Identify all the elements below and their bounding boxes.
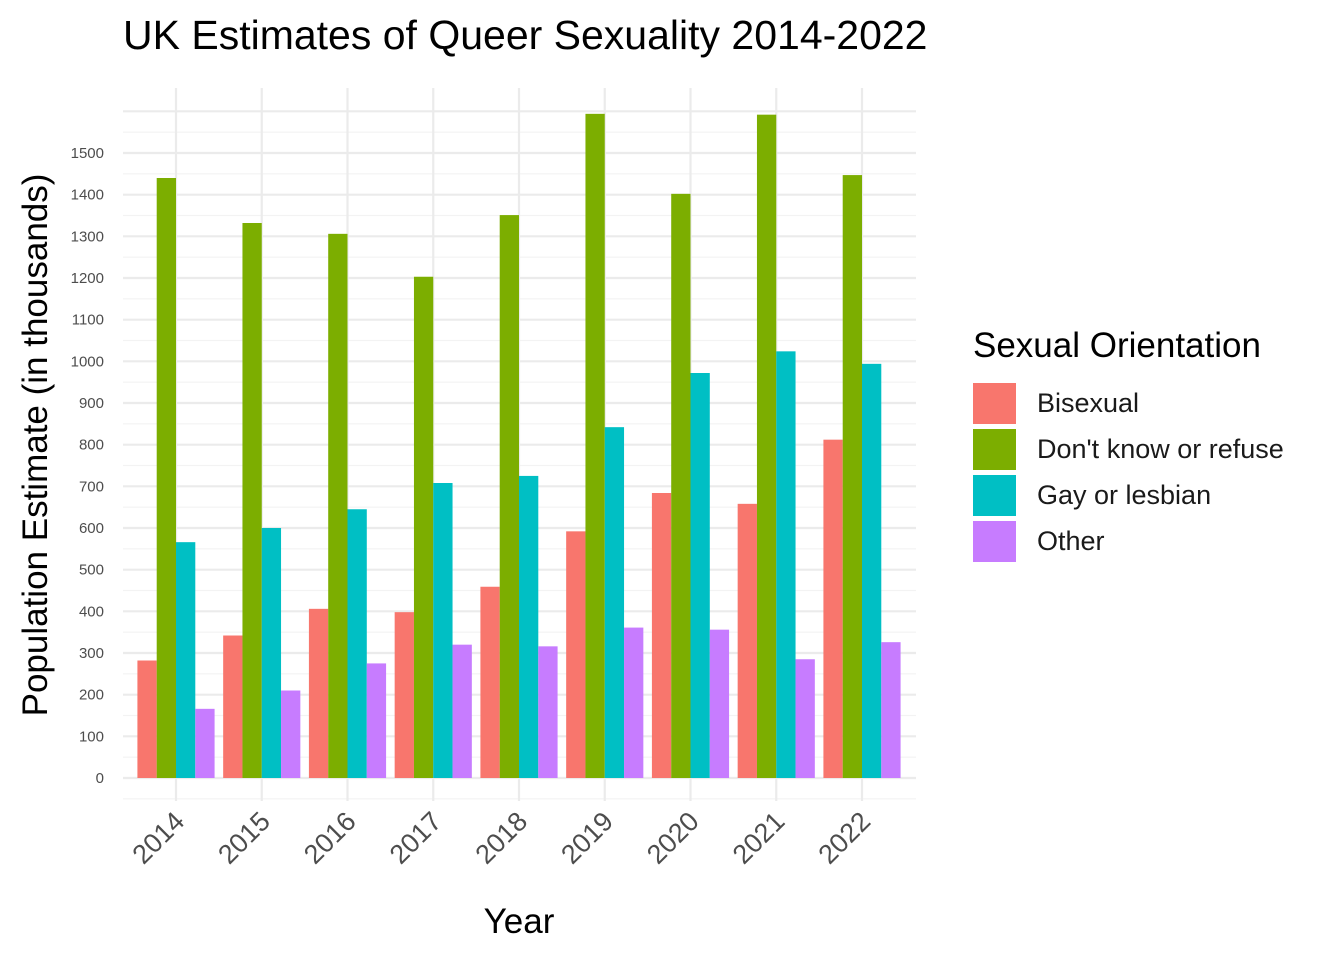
legend-label: Other <box>1037 525 1105 556</box>
bar-gay-or-lesbian-2015 <box>261 528 282 778</box>
y-tick-label: 800 <box>79 437 104 454</box>
bar-don-t-know-or-refuse-2014 <box>156 178 176 778</box>
y-tick-label: 1000 <box>71 353 104 370</box>
bar-gay-or-lesbian-2018 <box>519 475 539 778</box>
bar-gay-or-lesbian-2014 <box>176 542 196 778</box>
bar-bisexual-2018 <box>480 586 500 778</box>
x-tick-label: 2021 <box>727 806 791 870</box>
x-tick-label: 2015 <box>212 806 276 870</box>
bar-don-t-know-or-refuse-2022 <box>842 175 862 779</box>
bar-other-2019 <box>624 627 644 778</box>
bar-don-t-know-or-refuse-2021 <box>756 114 777 778</box>
bar-other-2018 <box>538 646 558 778</box>
bar-don-t-know-or-refuse-2020 <box>671 193 691 779</box>
bar-other-2014 <box>195 708 215 778</box>
legend-item: Don't know or refuse <box>973 426 1284 472</box>
chart-title: UK Estimates of Queer Sexuality 2014-202… <box>123 12 928 58</box>
y-tick-label: 1500 <box>71 145 104 162</box>
bar-other-2015 <box>281 690 301 778</box>
x-axis-ticks: 2014 2015 2016 2017 2018 2019 2020 2021 2022 <box>127 806 877 870</box>
y-tick-label: 200 <box>79 687 104 704</box>
y-tick-label: 1200 <box>71 270 104 287</box>
y-tick-label: 400 <box>79 603 104 620</box>
x-tick-label: 2016 <box>298 806 362 870</box>
legend-swatch <box>973 520 1016 562</box>
x-tick-label: 2020 <box>641 806 705 870</box>
bar-bisexual-2017 <box>394 612 414 778</box>
y-tick-label: 600 <box>79 520 104 537</box>
y-tick-label: 900 <box>79 395 104 412</box>
bar-gay-or-lesbian-2022 <box>862 363 882 778</box>
legend-swatch <box>973 428 1016 470</box>
y-tick-label: 100 <box>79 728 104 745</box>
legend-label: Bisexual <box>1037 387 1140 418</box>
x-tick-label: 2022 <box>813 806 877 870</box>
bar-gay-or-lesbian-2016 <box>347 509 367 778</box>
legend-title: Sexual Orientation <box>973 326 1261 365</box>
y-tick-label: 500 <box>79 562 104 579</box>
legend-swatch <box>973 474 1016 516</box>
bar-gay-or-lesbian-2021 <box>776 351 796 778</box>
legend-item: Bisexual <box>973 380 1284 426</box>
legend-item: Other <box>973 518 1284 564</box>
bar-bisexual-2019 <box>566 531 586 778</box>
y-tick-label: 1300 <box>71 228 104 245</box>
bar-don-t-know-or-refuse-2019 <box>585 113 605 779</box>
legend-item: Gay or lesbian <box>973 472 1284 518</box>
bar-gay-or-lesbian-2020 <box>690 373 710 778</box>
legend: Sexual Orientation Bisexual Don't know or… <box>973 326 1284 564</box>
y-axis-ticks: 0 100 200 300 400 500 600 700 800 900 1000 1100 1200… <box>71 145 104 787</box>
bar-bisexual-2015 <box>223 635 243 778</box>
legend-label: Gay or lesbian <box>1037 479 1212 510</box>
bar-don-t-know-or-refuse-2015 <box>242 223 262 778</box>
bars <box>137 113 901 779</box>
legend-label: Don't know or refuse <box>1037 433 1284 464</box>
y-tick-label: 0 <box>96 770 104 787</box>
bar-gay-or-lesbian-2019 <box>604 427 625 778</box>
bar-other-2017 <box>452 644 472 778</box>
y-tick-label: 1100 <box>72 312 104 329</box>
x-tick-label: 2014 <box>127 806 191 870</box>
x-tick-label: 2019 <box>555 806 619 870</box>
x-axis-label: Year <box>484 902 555 941</box>
x-tick-label: 2018 <box>470 806 534 870</box>
y-tick-label: 700 <box>79 478 104 495</box>
bar-bisexual-2020 <box>651 493 672 778</box>
legend-items: Bisexual Don't know or refuse Gay or lesbi… <box>973 380 1284 564</box>
bar-bisexual-2021 <box>737 503 757 778</box>
bar-other-2021 <box>795 659 815 778</box>
bar-gay-or-lesbian-2017 <box>433 483 453 778</box>
bar-other-2022 <box>881 642 901 778</box>
bar-other-2016 <box>366 663 387 778</box>
bar-don-t-know-or-refuse-2017 <box>413 276 434 778</box>
bar-bisexual-2022 <box>823 439 843 778</box>
bar-other-2020 <box>709 629 730 778</box>
y-axis-label: Population Estimate (in thousands) <box>16 174 55 717</box>
x-tick-label: 2017 <box>384 806 448 870</box>
y-tick-label: 300 <box>79 645 104 662</box>
bar-don-t-know-or-refuse-2018 <box>499 215 519 779</box>
bar-bisexual-2016 <box>308 608 329 778</box>
bar-bisexual-2014 <box>137 660 157 778</box>
bar-don-t-know-or-refuse-2016 <box>328 233 348 779</box>
y-tick-label: 1400 <box>71 187 104 204</box>
legend-swatch <box>973 382 1016 424</box>
